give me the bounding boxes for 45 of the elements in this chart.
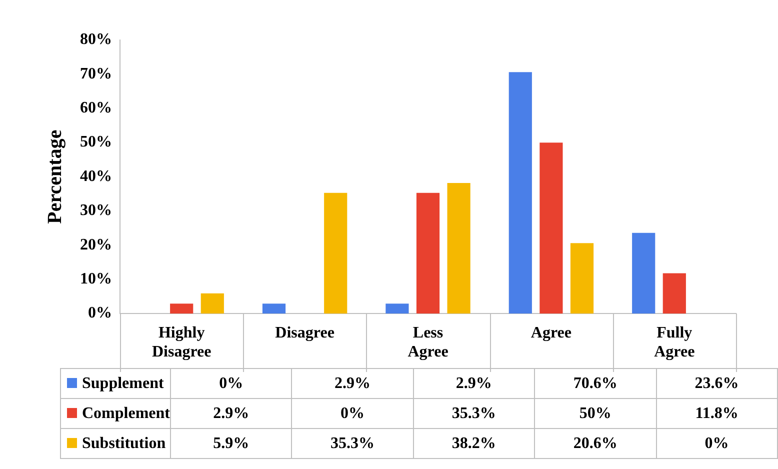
data-label: 0% <box>292 398 414 428</box>
data-label: 70.6% <box>534 368 656 398</box>
bar <box>170 304 194 314</box>
data-label: 0% <box>170 368 292 398</box>
y-tick-label: 80% <box>80 31 112 48</box>
data-label: 0% <box>656 428 778 458</box>
x-tick-label: Less Agree <box>408 324 448 361</box>
y-tick-label: 40% <box>80 168 112 185</box>
bar <box>416 192 440 314</box>
bar <box>262 304 286 314</box>
legend-label: Supplement <box>60 368 170 398</box>
bar <box>508 72 532 314</box>
y-tick-label: 60% <box>80 100 112 117</box>
y-tick-label: 20% <box>80 236 112 254</box>
bar <box>632 232 656 314</box>
x-tick-label: Agree <box>530 324 572 342</box>
y-axis-title: Percentage <box>44 130 66 224</box>
data-label: 38.2% <box>413 428 535 458</box>
bar <box>200 293 224 314</box>
bar <box>447 182 470 314</box>
y-tick-label: 70% <box>80 65 112 82</box>
data-label: 2.9% <box>292 368 414 398</box>
bar <box>662 273 686 314</box>
data-label: 2.9% <box>413 368 535 398</box>
y-tick-label: 0% <box>88 304 112 322</box>
bar <box>386 304 409 314</box>
bar <box>324 192 348 314</box>
legend-label: Complement <box>60 398 170 428</box>
y-tick-label: 10% <box>80 270 112 288</box>
legend-label: Substitution <box>60 428 170 458</box>
data-label: 35.3% <box>292 428 414 458</box>
data-label: 50% <box>534 398 656 428</box>
x-tick-label: Fully Agree <box>654 324 695 361</box>
data-label: 23.6% <box>656 368 778 398</box>
bar <box>540 142 563 314</box>
y-tick-label: 50% <box>80 134 112 151</box>
x-tick-label: Highly Disagree <box>152 324 212 361</box>
data-label: 11.8% <box>656 398 778 428</box>
data-label: 2.9% <box>170 398 292 428</box>
bar <box>570 243 594 314</box>
x-tick-label: Disagree <box>275 324 334 342</box>
data-label: 20.6% <box>534 428 656 458</box>
data-label: 35.3% <box>413 398 535 428</box>
y-tick-label: 30% <box>80 202 112 220</box>
data-label: 5.9% <box>170 428 292 458</box>
